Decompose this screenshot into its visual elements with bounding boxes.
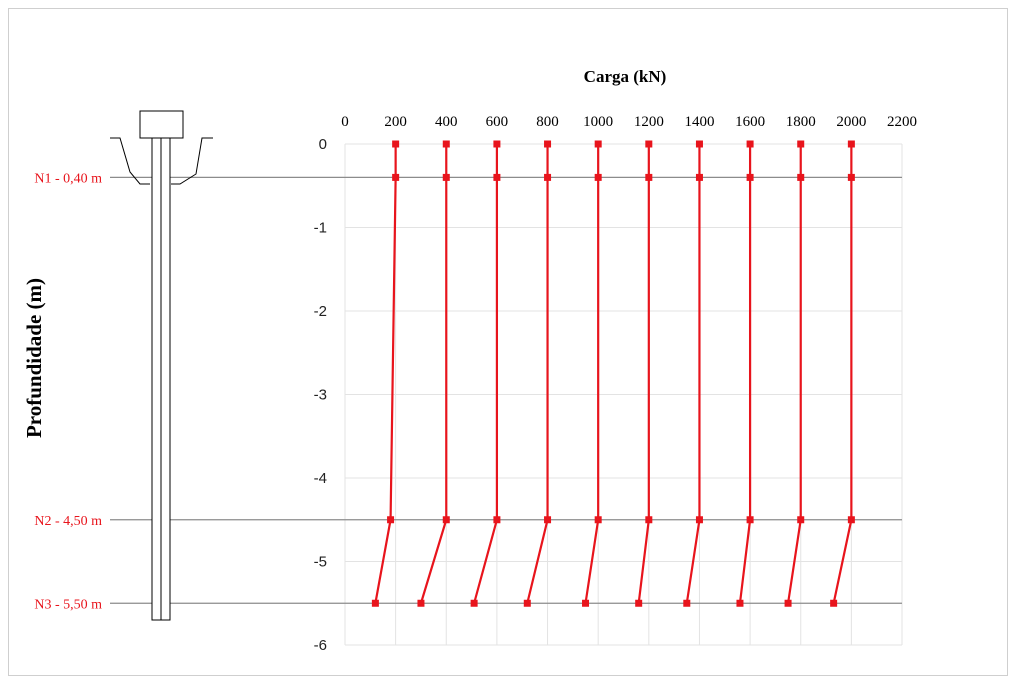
load-line [374,144,397,604]
data-point [594,516,602,524]
data-point [847,140,855,148]
tick-labels: 0 200 400 600 800 1000 1200 1400 1600 1800 2000 220… [314,114,917,654]
y-tick-label: -4 [314,470,327,487]
x-tick-label: 1000 [583,114,613,130]
load-line [419,144,448,604]
data-point [695,516,703,524]
data-point [594,140,602,148]
load-line [473,144,499,604]
data-point [544,140,552,148]
data-point [746,173,754,181]
chart-frame [8,8,1008,676]
data-point [847,173,855,181]
y-axis-title: Profundidade (m) [22,278,46,438]
load-line [685,144,701,604]
load-line [832,144,853,604]
pile-drawing [110,110,213,621]
x-tick-label: 800 [536,114,559,130]
data-point [645,173,653,181]
load-line [526,144,549,604]
x-tick-label: 1200 [634,114,664,130]
x-tick-label: 1400 [684,114,714,130]
data-point [470,599,478,607]
data-point [830,599,838,607]
data-point [544,173,552,181]
data-point [736,599,744,607]
data-point [493,140,501,148]
data-point [582,599,590,607]
data-point [442,516,450,524]
data-point [493,516,501,524]
pile-cap [139,110,184,139]
x-tick-label: 2000 [836,114,866,130]
x-axis-title: Carga (kN) [584,67,667,86]
data-point [797,140,805,148]
data-point [417,599,425,607]
data-point [442,140,450,148]
data-point [746,140,754,148]
load-line [786,144,802,604]
load-line [637,144,650,604]
data-point [746,516,754,524]
x-tick-label: 1600 [735,114,765,130]
data-point [695,140,703,148]
excavation-outline [110,137,150,185]
data-point [594,173,602,181]
y-tick-label: -3 [314,387,327,404]
load-line [584,144,600,604]
excavation-outline-right [171,137,213,185]
data-point [493,173,501,181]
data-point [523,599,531,607]
depth-level-label: N1 - 0,40 m [34,171,102,186]
y-tick-label: 0 [319,136,327,153]
y-tick-label: -6 [314,637,327,654]
depth-level-label: N3 - 5,50 m [34,597,102,612]
data-point [442,173,450,181]
y-tick-label: -2 [314,303,327,320]
data-point [683,599,691,607]
x-tick-label: 600 [486,114,509,130]
data-point [695,173,703,181]
series-layer [371,140,855,607]
data-point [797,516,805,524]
depth-level-label: N2 - 4,50 m [34,514,102,529]
data-point [387,516,395,524]
data-point [645,516,653,524]
grid [344,143,903,646]
data-point [645,140,653,148]
data-point [797,173,805,181]
data-point [544,516,552,524]
data-point [392,173,400,181]
load-line [738,144,752,604]
y-tick-label: -5 [314,554,327,571]
x-tick-label: 2200 [887,114,917,130]
data-point [784,599,792,607]
x-tick-label: 1800 [786,114,816,130]
data-point [392,140,400,148]
data-point [371,599,379,607]
x-tick-label: 0 [341,114,349,130]
y-tick-label: -1 [314,220,327,237]
x-tick-label: 200 [384,114,407,130]
data-point [635,599,643,607]
x-tick-label: 400 [435,114,458,130]
data-point [847,516,855,524]
depth-level-lines: N1 - 0,40 m N2 - 4,50 m N3 - 5,50 m [34,171,902,612]
